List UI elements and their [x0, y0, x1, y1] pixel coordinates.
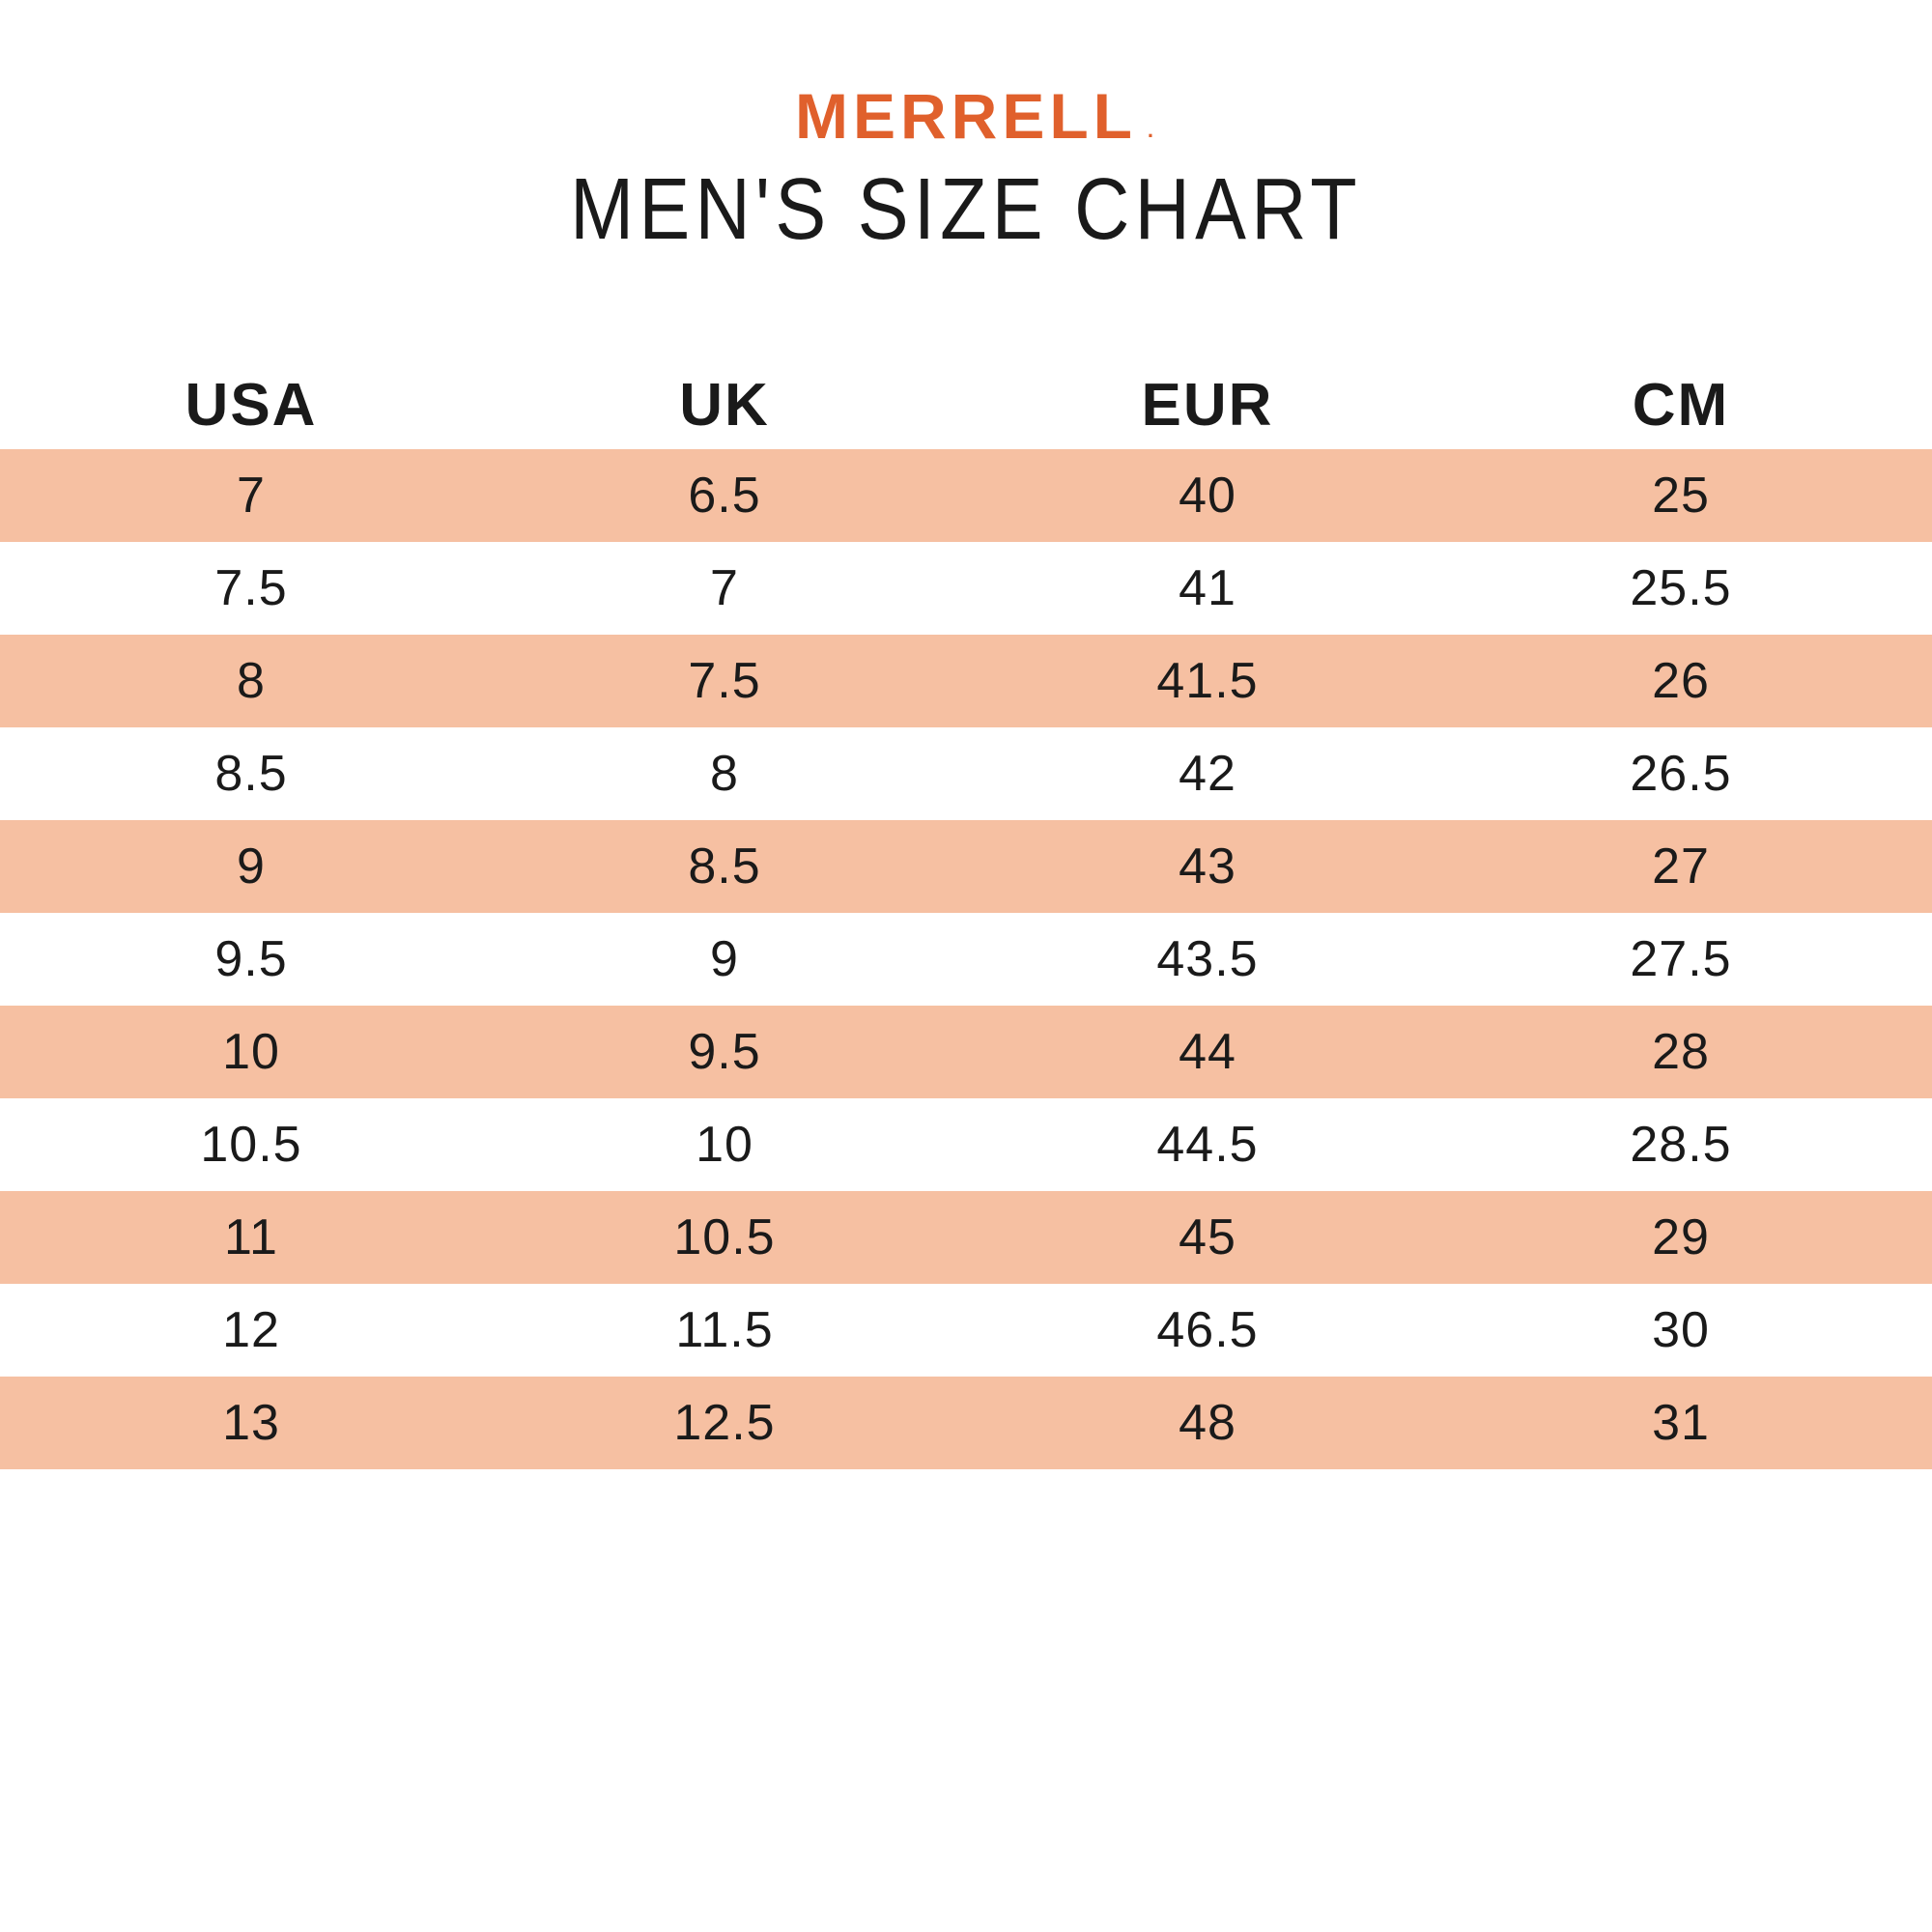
table-cell: 10.5 [0, 1116, 483, 1174]
table-cell: 9.5 [0, 930, 483, 988]
table-cell: 8 [483, 745, 966, 803]
table-cell: 7 [0, 467, 483, 525]
chart-title: MEN'S SIZE CHART [116, 160, 1816, 260]
table-row: 87.541.526 [0, 635, 1932, 727]
table-cell: 8.5 [483, 838, 966, 895]
table-cell: 40 [966, 467, 1449, 525]
table-row: 10.51044.528.5 [0, 1098, 1932, 1191]
table-cell: 42 [966, 745, 1449, 803]
table-cell: 12 [0, 1301, 483, 1359]
table-cell: 43.5 [966, 930, 1449, 988]
table-cell: 29 [1449, 1208, 1932, 1266]
table-row: 1110.54529 [0, 1191, 1932, 1284]
table-cell: 8 [0, 652, 483, 710]
table-header-row: USA UK EUR CM [0, 366, 1932, 443]
col-header-usa: USA [0, 371, 483, 440]
table-cell: 7 [483, 559, 966, 617]
table-cell: 31 [1449, 1394, 1932, 1452]
table-cell: 41 [966, 559, 1449, 617]
col-header-cm: CM [1449, 371, 1932, 440]
table-cell: 26 [1449, 652, 1932, 710]
size-chart-container: MERRELL . MEN'S SIZE CHART USA UK EUR CM… [0, 0, 1932, 1932]
table-row: 9.5943.527.5 [0, 913, 1932, 1006]
table-cell: 30 [1449, 1301, 1932, 1359]
table-row: 98.54327 [0, 820, 1932, 913]
table-cell: 12.5 [483, 1394, 966, 1452]
brand-text: MERRELL [795, 80, 1137, 152]
table-cell: 27 [1449, 838, 1932, 895]
table-cell: 41.5 [966, 652, 1449, 710]
table-cell: 10 [0, 1023, 483, 1081]
table-cell: 9.5 [483, 1023, 966, 1081]
table-cell: 25.5 [1449, 559, 1932, 617]
table-cell: 10.5 [483, 1208, 966, 1266]
brand-logo: MERRELL . [795, 79, 1137, 153]
size-table: USA UK EUR CM 76.540257.574125.587.541.5… [0, 366, 1932, 1469]
table-body: 76.540257.574125.587.541.5268.584226.598… [0, 449, 1932, 1469]
table-row: 76.54025 [0, 449, 1932, 542]
table-cell: 46.5 [966, 1301, 1449, 1359]
table-cell: 6.5 [483, 467, 966, 525]
table-row: 7.574125.5 [0, 542, 1932, 635]
table-cell: 11 [0, 1208, 483, 1266]
table-row: 8.584226.5 [0, 727, 1932, 820]
chart-header: MERRELL . MEN'S SIZE CHART [0, 0, 1932, 260]
table-cell: 7.5 [483, 652, 966, 710]
table-cell: 43 [966, 838, 1449, 895]
table-cell: 44 [966, 1023, 1449, 1081]
col-header-uk: UK [483, 371, 966, 440]
table-cell: 8.5 [0, 745, 483, 803]
table-cell: 26.5 [1449, 745, 1932, 803]
table-cell: 9 [0, 838, 483, 895]
table-cell: 48 [966, 1394, 1449, 1452]
table-cell: 9 [483, 930, 966, 988]
table-row: 1211.546.530 [0, 1284, 1932, 1377]
brand-dot: . [1148, 118, 1158, 143]
table-cell: 7.5 [0, 559, 483, 617]
table-cell: 11.5 [483, 1301, 966, 1359]
table-cell: 45 [966, 1208, 1449, 1266]
table-cell: 13 [0, 1394, 483, 1452]
table-cell: 10 [483, 1116, 966, 1174]
table-cell: 25 [1449, 467, 1932, 525]
table-cell: 27.5 [1449, 930, 1932, 988]
col-header-eur: EUR [966, 371, 1449, 440]
table-cell: 44.5 [966, 1116, 1449, 1174]
table-cell: 28 [1449, 1023, 1932, 1081]
table-row: 1312.54831 [0, 1377, 1932, 1469]
table-row: 109.54428 [0, 1006, 1932, 1098]
table-cell: 28.5 [1449, 1116, 1932, 1174]
